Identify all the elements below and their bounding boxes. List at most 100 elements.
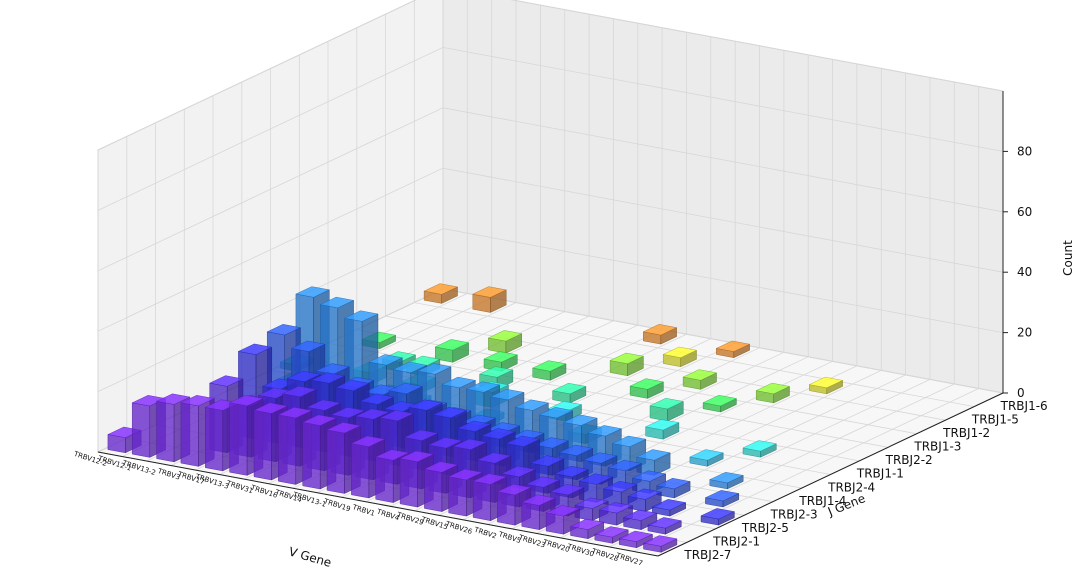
bar-top-face	[476, 452, 512, 464]
bar-front-face	[278, 414, 296, 485]
bar-top-face	[209, 375, 244, 387]
bar-front-face	[472, 480, 491, 521]
bar-top-face	[237, 343, 273, 355]
bar-top-face	[554, 465, 589, 478]
bar	[649, 397, 684, 422]
bar-top-face	[483, 351, 518, 363]
y-tick-labels: TRBJ2-7TRBJ2-1TRBJ2-5TRBJ2-3TRBJ1-4TRBJ2…	[683, 399, 1047, 562]
bar	[472, 286, 507, 313]
bar-top-face	[602, 480, 638, 493]
bar-top-face	[611, 435, 647, 447]
bar	[689, 449, 724, 467]
bar	[644, 419, 680, 440]
bar-top-face	[388, 382, 423, 395]
x-tick-label: TRBV30	[565, 542, 595, 558]
bar-top-face	[629, 378, 665, 390]
bar-front-face	[326, 429, 345, 494]
z-tick-label: 0	[1017, 386, 1025, 400]
y-tick-label: TRBJ2-3	[770, 507, 818, 521]
bar-top-face	[266, 324, 302, 336]
bar-top-face	[417, 363, 452, 375]
x-axis-line	[97, 451, 659, 557]
bar	[532, 360, 567, 381]
bar	[423, 283, 459, 304]
bar-top-face	[343, 310, 379, 322]
bar	[594, 526, 629, 544]
bar-top-face	[428, 437, 463, 449]
bar	[642, 535, 678, 553]
y-tick-label: TRBJ1-6	[1000, 399, 1048, 413]
bar-front-face	[180, 402, 199, 467]
bar-top-face	[481, 428, 516, 440]
bar	[682, 369, 718, 390]
bar-top-face	[534, 437, 569, 449]
bar-top-face	[496, 484, 532, 496]
bar-front-face	[156, 400, 175, 463]
bar-top-face	[441, 376, 477, 389]
bar-top-face	[306, 399, 342, 411]
bar-top-face	[326, 422, 362, 434]
y-tick-label: TRBJ1-2	[942, 426, 990, 440]
bar-top-face	[277, 407, 313, 419]
bar-top-face	[549, 484, 585, 496]
bar-top-face	[432, 407, 468, 419]
bar-top-face	[715, 340, 751, 352]
bar	[434, 339, 470, 363]
bar-top-face	[310, 372, 346, 384]
bar	[715, 340, 751, 359]
z-tick-labels: 0 20 40 60 80	[1003, 144, 1032, 400]
bar-top-face	[423, 283, 459, 295]
x-tick-label: TRBV23	[517, 533, 547, 549]
bar-top-face	[808, 376, 844, 389]
bar-top-face	[434, 339, 470, 351]
bar-top-face	[598, 502, 634, 514]
bar-top-face	[290, 340, 326, 352]
bar-top-face	[563, 414, 598, 426]
bar-top-face	[282, 385, 317, 398]
bar	[618, 530, 654, 549]
bar-top-face	[228, 395, 264, 407]
bar	[622, 509, 658, 531]
bar-top-face	[609, 352, 645, 364]
y-tick-label: TRBJ1-1	[856, 467, 904, 481]
bar-top-face	[478, 366, 514, 378]
bar-top-face	[286, 370, 322, 383]
bar-top-face	[514, 399, 550, 411]
bar-top-face	[375, 449, 410, 461]
y-tick-label: TRBJ2-2	[885, 453, 933, 467]
bar-top-face	[742, 440, 777, 452]
bar-top-face	[578, 473, 614, 485]
bar-top-face	[627, 488, 662, 500]
bar-top-face	[700, 508, 736, 520]
bar-top-face	[682, 369, 718, 381]
bar	[598, 502, 634, 526]
bar-top-face	[622, 509, 658, 521]
bar	[709, 471, 744, 490]
bar-top-face	[448, 468, 483, 481]
bar-top-face	[569, 518, 605, 530]
x-tick-label: TRBV2	[472, 525, 497, 540]
bar-top-face	[642, 324, 678, 336]
bar-top-face	[594, 526, 629, 538]
bar	[551, 382, 587, 404]
bar-top-face	[295, 286, 330, 298]
z-tick-label: 60	[1017, 205, 1032, 219]
bar	[472, 473, 508, 522]
bar-top-face	[472, 473, 508, 485]
x-tick-label: TRBV19	[322, 497, 352, 513]
bar-top-face	[359, 393, 395, 405]
bar-top-face	[319, 296, 355, 309]
bar-top-face	[651, 499, 687, 511]
x-tick-label: TRBV15	[419, 515, 449, 531]
bar-front-face	[205, 407, 224, 472]
z-axis-label: Count	[1061, 240, 1075, 276]
bar-top-face	[647, 517, 682, 529]
bar-top-face	[656, 477, 691, 490]
bar-top-face	[490, 388, 525, 401]
y-tick-label: TRBJ1-3	[913, 440, 961, 454]
bar-top-face	[403, 429, 439, 441]
bar-top-face	[631, 470, 667, 482]
bar-front-face	[448, 476, 467, 517]
